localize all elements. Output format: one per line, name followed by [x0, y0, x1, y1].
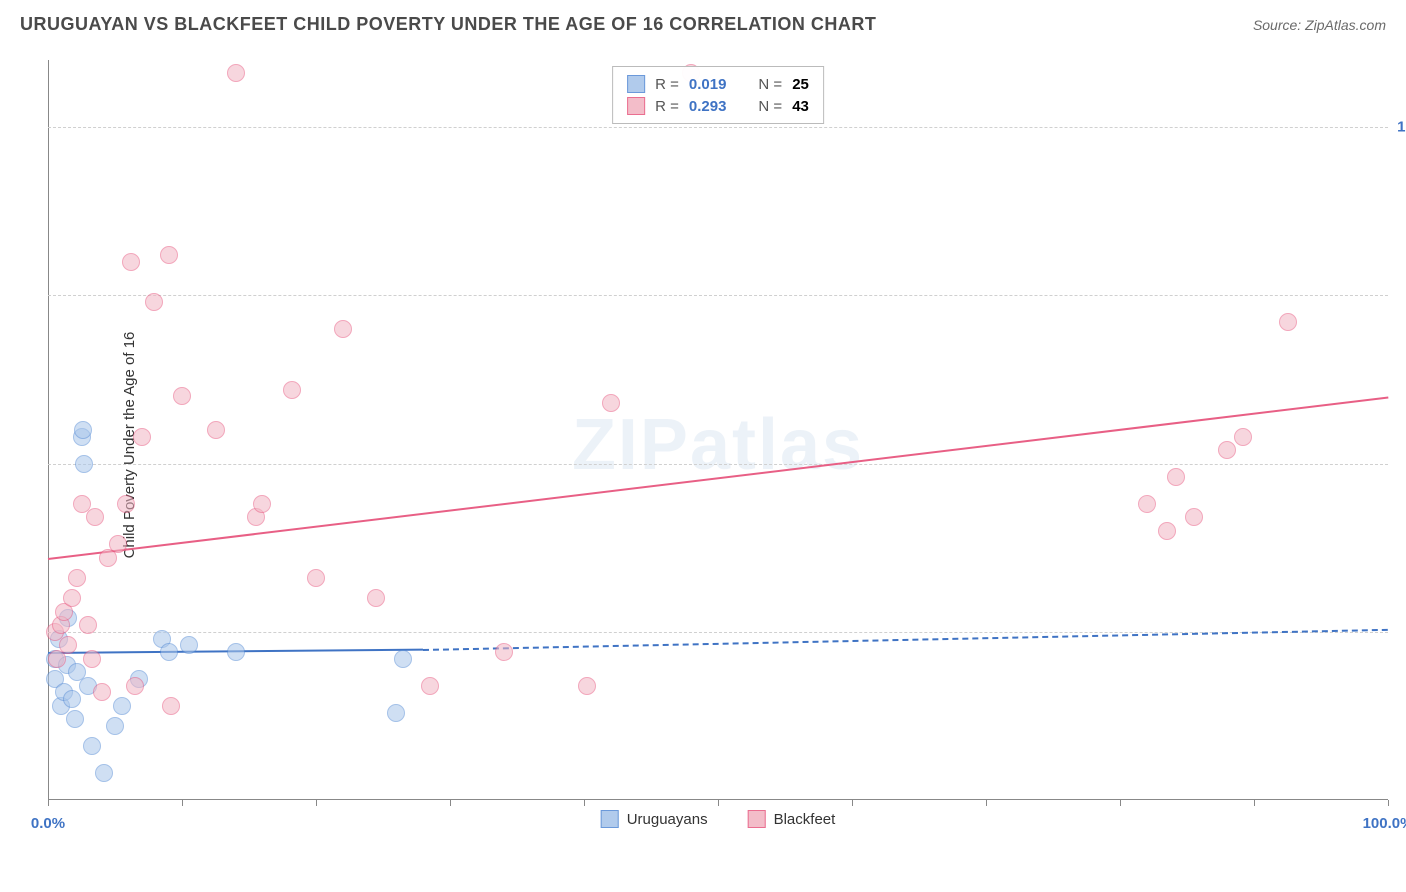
x-tick [986, 800, 987, 806]
source-label: Source: ZipAtlas.com [1253, 17, 1386, 33]
data-point [421, 677, 439, 695]
legend-bottom: Uruguayans Blackfeet [601, 810, 836, 828]
data-point [207, 421, 225, 439]
data-point [68, 569, 86, 587]
data-point [307, 569, 325, 587]
data-point [227, 643, 245, 661]
r-value-uruguayans: 0.019 [689, 76, 727, 93]
data-point [74, 421, 92, 439]
chart-title: URUGUAYAN VS BLACKFEET CHILD POVERTY UND… [20, 14, 876, 35]
data-point [394, 650, 412, 668]
x-tick [1388, 800, 1389, 806]
data-point [227, 64, 245, 82]
swatch-blackfeet [627, 97, 645, 115]
data-point [1158, 522, 1176, 540]
r-value-blackfeet: 0.293 [689, 98, 727, 115]
data-point [133, 428, 151, 446]
stats-row-blackfeet: R = 0.293 N = 43 [627, 95, 809, 117]
data-point [117, 495, 135, 513]
n-value-uruguayans: 25 [792, 76, 809, 93]
data-point [122, 253, 140, 271]
data-point [113, 697, 131, 715]
grid-line [48, 295, 1388, 296]
data-point [495, 643, 513, 661]
legend-item-uruguayans: Uruguayans [601, 810, 708, 828]
data-point [602, 394, 620, 412]
stats-row-uruguayans: R = 0.019 N = 25 [627, 73, 809, 95]
header: URUGUAYAN VS BLACKFEET CHILD POVERTY UND… [20, 14, 1386, 35]
x-tick [48, 800, 49, 806]
data-point [160, 643, 178, 661]
data-point [162, 697, 180, 715]
x-tick [316, 800, 317, 806]
legend-swatch-blackfeet [748, 810, 766, 828]
data-point [1234, 428, 1252, 446]
data-point [126, 677, 144, 695]
grid-line [48, 464, 1388, 465]
data-point [59, 636, 77, 654]
stats-legend-box: R = 0.019 N = 25 R = 0.293 N = 43 [612, 66, 824, 124]
plot: ZIPatlas 25.0%50.0%75.0%100.0%0.0%100.0% [48, 60, 1388, 830]
trend-line [48, 396, 1388, 559]
data-point [86, 508, 104, 526]
data-point [93, 683, 111, 701]
data-point [106, 717, 124, 735]
data-point [253, 495, 271, 513]
grid-line [48, 127, 1388, 128]
data-point [66, 710, 84, 728]
data-point [63, 690, 81, 708]
data-point [79, 616, 97, 634]
data-point [95, 764, 113, 782]
data-point [145, 293, 163, 311]
data-point [63, 589, 81, 607]
legend-item-blackfeet: Blackfeet [748, 810, 836, 828]
data-point [173, 387, 191, 405]
data-point [83, 650, 101, 668]
data-point [387, 704, 405, 722]
legend-swatch-uruguayans [601, 810, 619, 828]
swatch-uruguayans [627, 75, 645, 93]
watermark: ZIPatlas [572, 404, 864, 486]
data-point [334, 320, 352, 338]
chart-area: Child Poverty Under the Age of 16 ZIPatl… [48, 60, 1388, 830]
data-point [578, 677, 596, 695]
x-tick [718, 800, 719, 806]
data-point [160, 246, 178, 264]
data-point [83, 737, 101, 755]
x-tick-label: 0.0% [31, 815, 65, 832]
n-value-blackfeet: 43 [792, 98, 809, 115]
data-point [109, 535, 127, 553]
x-tick [182, 800, 183, 806]
y-tick-label: 100.0% [1397, 119, 1406, 136]
data-point [75, 455, 93, 473]
x-tick [450, 800, 451, 806]
x-tick [852, 800, 853, 806]
x-tick [1120, 800, 1121, 806]
x-tick [1254, 800, 1255, 806]
data-point [1218, 441, 1236, 459]
x-tick-label: 100.0% [1363, 815, 1406, 832]
data-point [180, 636, 198, 654]
data-point [1167, 468, 1185, 486]
data-point [283, 381, 301, 399]
data-point [1138, 495, 1156, 513]
y-axis-line [48, 60, 49, 800]
data-point [1185, 508, 1203, 526]
x-tick [584, 800, 585, 806]
data-point [367, 589, 385, 607]
data-point [1279, 313, 1297, 331]
